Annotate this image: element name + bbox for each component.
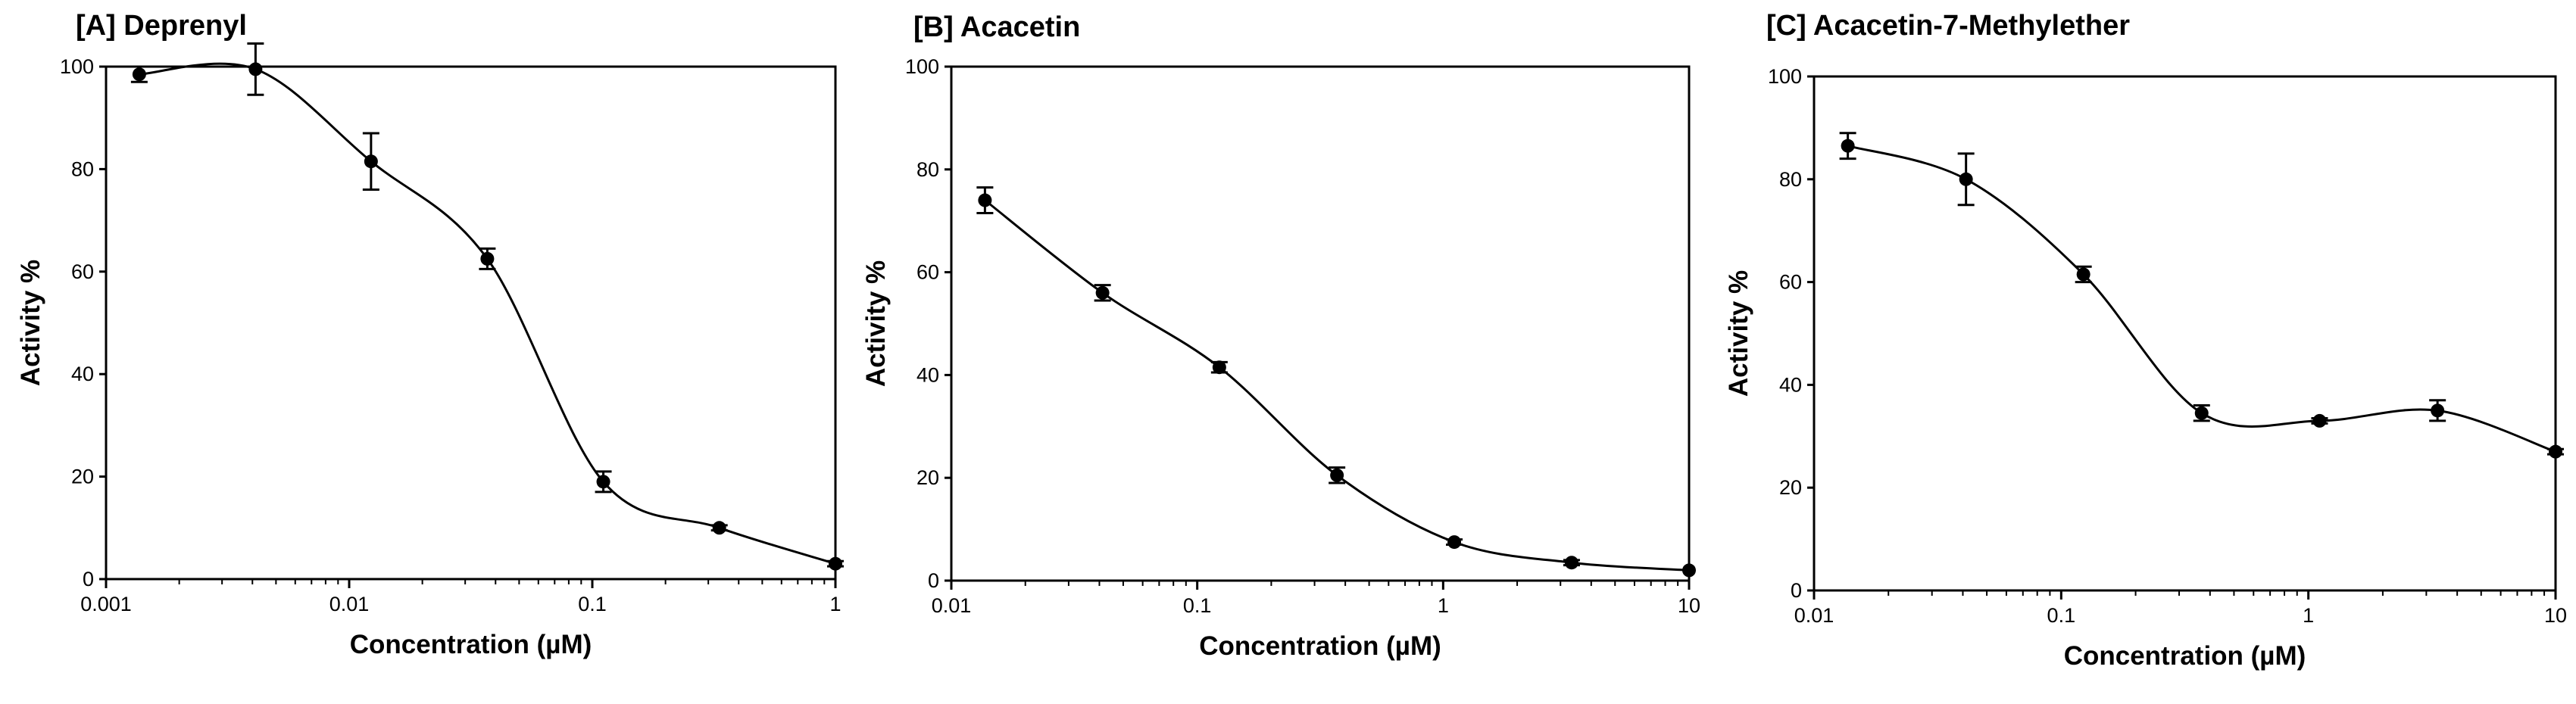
data-point [248,62,263,76]
data-point [1212,360,1226,375]
data-point [2312,413,2327,428]
chart-panel-3: [C] Acacetin-7-Methylether 0 20 40 60 80 100 0.… [1724,10,2567,671]
x-tick-label: 0.01 [1794,604,1834,627]
y-tick-label: 100 [1768,65,1802,88]
x-axis-label: Concentration (µM) [2064,641,2306,671]
data-point [978,193,992,207]
x-tick-label: 10 [1678,594,1700,617]
x-tick-label: 0.1 [1183,594,1212,617]
y-tick-label: 60 [71,260,94,283]
x-tick-label: 1 [2303,604,2314,627]
data-point [1447,535,1462,550]
x-tick-label: 0.01 [932,594,972,617]
y-tick-label: 40 [71,363,94,385]
x-tick-label: 10 [2544,604,2567,627]
y-tick-label: 100 [60,55,94,78]
data-point [1095,285,1110,300]
y-tick-label: 0 [1791,579,1802,602]
data-point [596,475,610,489]
y-tick-label: 80 [71,157,94,180]
x-axis-label: Concentration (µM) [1199,631,1441,661]
y-axis-label: Activity % [16,260,45,386]
y-tick-label: 20 [916,466,939,489]
data-point [2076,267,2090,282]
data-point [1682,563,1696,578]
plot-frame [1813,75,2557,592]
chart-title: [B] Acacetin [913,11,1080,43]
fit-curve [139,62,836,565]
x-tick-label: 0.1 [578,593,607,615]
data-point [829,556,842,571]
y-tick-label: 100 [905,55,939,78]
y-tick-label: 20 [1779,476,1802,499]
y-tick-label: 40 [916,363,939,386]
data-point [1564,556,1578,570]
data-point [480,251,495,266]
y-tick-label: 60 [1779,271,1802,294]
x-tick-label: 0.1 [2047,604,2076,627]
y-axis-label: Activity % [861,260,891,387]
x-tick-label: 0.001 [80,593,132,615]
data-point [132,67,146,82]
data-point [1959,172,1973,186]
x-tick-label: 1 [1438,594,1449,617]
y-tick-label: 80 [1779,168,1802,191]
y-tick-label: 40 [1779,373,1802,396]
data-point [2431,403,2445,418]
y-tick-label: 80 [916,158,939,181]
plot-frame [105,65,837,581]
chart-title: [C] Acacetin-7-Methylether [1766,10,2130,42]
y-tick-label: 60 [916,261,939,284]
y-tick-label: 20 [71,466,94,488]
data-point [1330,468,1344,482]
fit-curve [984,199,1690,572]
x-axis-label: Concentration (µM) [350,630,592,659]
chart-title: [A] Deprenyl [76,10,247,42]
y-tick-label: 0 [83,568,94,590]
data-point [712,521,726,535]
data-point [1841,139,1855,153]
data-point [2194,406,2209,420]
x-tick-label: 1 [829,593,841,615]
plot-frame [950,65,1691,582]
y-tick-label: 0 [928,569,939,592]
data-point [364,154,378,169]
data-point [2549,444,2562,459]
y-axis-label: Activity % [1724,270,1753,397]
x-tick-label: 0.01 [329,593,370,615]
chart-panel-2: [B] Acacetin 0 20 40 60 80 100 0.01 0.1 1 10 Concen… [861,11,1700,661]
chart-panel-1: [A] Deprenyl 0 20 40 60 80 100 0.001 0.01 0.1 1 Con… [16,10,844,659]
